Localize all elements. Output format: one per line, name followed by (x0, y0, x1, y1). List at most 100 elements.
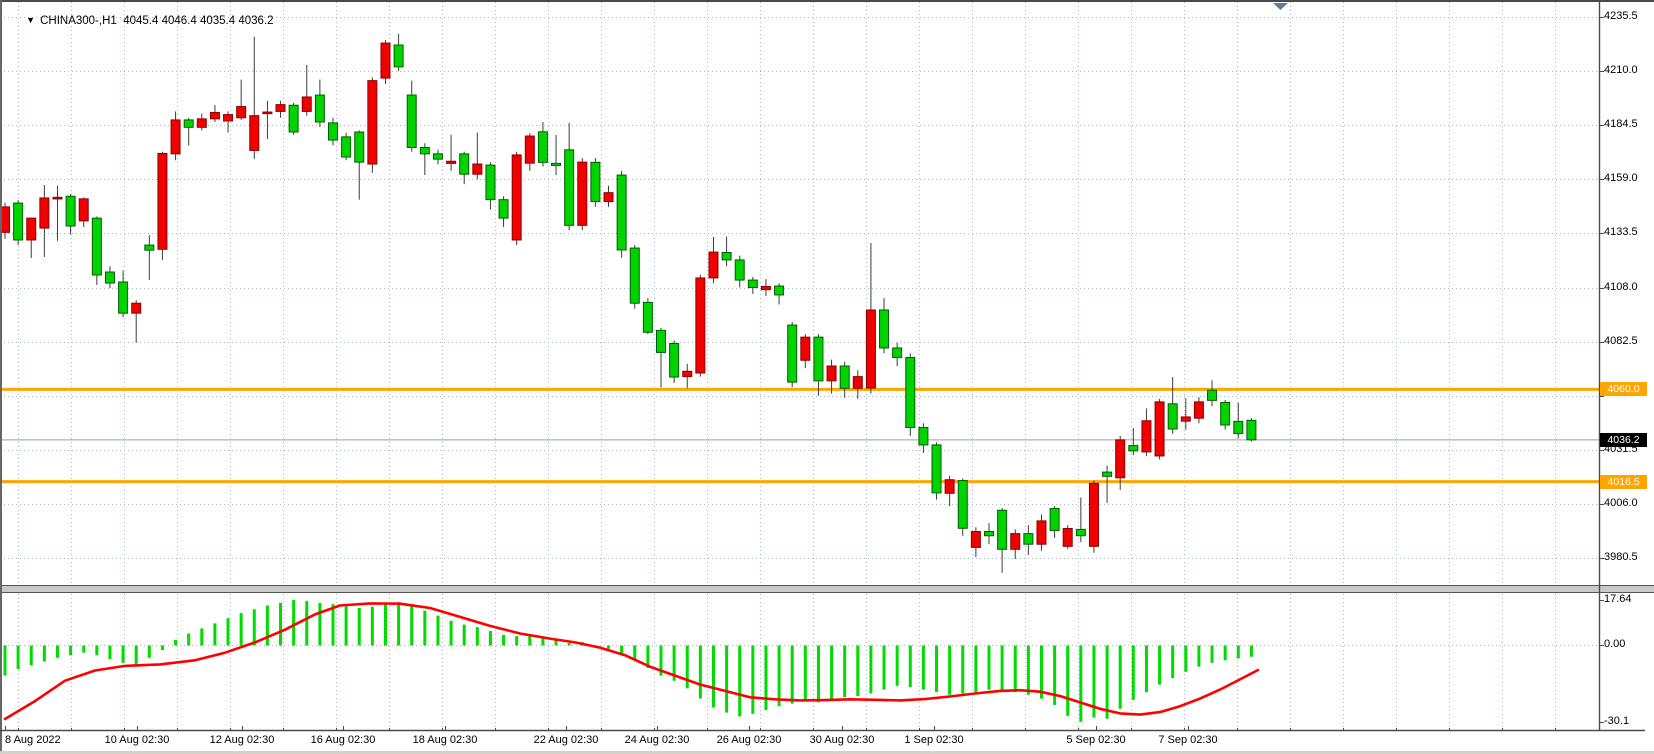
candle (419, 146, 430, 155)
quote-low: 4035.4 (199, 15, 236, 27)
candle (905, 357, 916, 429)
candle (1167, 403, 1178, 430)
price-tick-label: 4082.5 (1604, 334, 1638, 347)
price-tick-label: 4159.0 (1604, 172, 1638, 185)
candle (918, 427, 929, 446)
price-tick-label: 4184.5 (1604, 118, 1638, 131)
time-axis-label: 30 Aug 02:30 (809, 734, 875, 746)
candle (1023, 533, 1034, 545)
candle (432, 153, 443, 160)
candles-layer (0, 33, 1257, 573)
candle (262, 111, 273, 115)
candle (52, 196, 63, 200)
candle (747, 279, 758, 289)
candle (524, 135, 535, 164)
time-axis-label: 12 Aug 02:30 (209, 734, 275, 746)
macd-tick-label: -30.1 (1604, 714, 1630, 727)
candle (734, 259, 745, 281)
candle (774, 285, 785, 296)
candle (695, 277, 706, 374)
macd-tick-label: 17.64 (1604, 593, 1632, 605)
candle (656, 329, 666, 353)
quote-high: 4046.4 (161, 15, 197, 27)
macd-tick-label: 0.00 (1604, 638, 1626, 650)
candle (760, 285, 771, 291)
candle (826, 365, 837, 382)
candle (892, 347, 903, 359)
price-tick-label: 4006.0 (1604, 496, 1638, 509)
candle (984, 530, 994, 537)
level-lines-layer[interactable] (0, 387, 1599, 484)
candle (1180, 416, 1191, 422)
candle (249, 115, 260, 151)
candle (314, 94, 325, 123)
candle (485, 164, 496, 201)
candle (1115, 439, 1126, 479)
candle (879, 309, 890, 349)
candle (78, 198, 89, 222)
candle (1207, 389, 1218, 401)
candle (341, 136, 352, 158)
candle (564, 149, 575, 226)
candle (1088, 482, 1099, 547)
price-tick-label: 4133.5 (1604, 226, 1638, 239)
candle (406, 94, 417, 148)
candle (787, 324, 798, 383)
candle (1062, 528, 1073, 547)
candle (1141, 420, 1152, 453)
candle (551, 162, 562, 167)
candle (301, 96, 312, 112)
resistance-price-badge[interactable]: 4060.0 (1600, 382, 1647, 396)
candle (223, 114, 234, 122)
candle (91, 217, 102, 276)
support-price-badge[interactable]: 4016.5 (1600, 475, 1647, 489)
macd-pane[interactable]: MACD(12,26,9) -4.59 -8.83 (0, 593, 1599, 730)
candle (1154, 401, 1165, 457)
candle (26, 217, 37, 241)
candle (970, 530, 981, 548)
time-axis-label: 24 Aug 02:30 (624, 734, 690, 746)
candle (1233, 420, 1244, 434)
candle (629, 247, 640, 304)
candle (288, 104, 299, 133)
candle (65, 195, 76, 227)
candle (708, 251, 719, 279)
candle (144, 244, 155, 251)
candle (997, 509, 1008, 550)
candle (1220, 401, 1231, 426)
candle (196, 118, 207, 128)
candle (721, 251, 732, 261)
macd-signal-line (3, 602, 1260, 721)
scroll-to-end-icon[interactable] (1273, 3, 1288, 10)
candle (459, 153, 470, 175)
candle (839, 365, 850, 389)
candle (642, 301, 653, 333)
macd-histogram (3, 600, 1253, 722)
time-axis-label: 26 Aug 02:30 (716, 734, 782, 746)
candle (577, 161, 588, 226)
candle (590, 161, 601, 203)
candle (354, 131, 365, 163)
candle (957, 480, 968, 529)
candle (813, 336, 824, 382)
candle (13, 202, 24, 241)
candle (498, 199, 509, 219)
candle (1193, 401, 1204, 419)
candle (472, 163, 483, 175)
candle (1049, 508, 1060, 531)
candle (236, 106, 247, 119)
quote-open: 4045.4 (123, 15, 159, 27)
candle (380, 42, 391, 79)
candle (669, 343, 680, 378)
candle (537, 131, 548, 163)
price-chart-pane[interactable]: ▼ CHINA300-,H1 4045.4 4046.4 4035.4 4036.… (0, 0, 1599, 585)
candle (170, 119, 181, 155)
price-tick-label: 4210.0 (1604, 64, 1638, 77)
candle (852, 376, 863, 389)
candle (393, 44, 404, 68)
candle (1128, 445, 1139, 452)
symbol-dropdown-icon[interactable]: ▼ (26, 15, 36, 25)
